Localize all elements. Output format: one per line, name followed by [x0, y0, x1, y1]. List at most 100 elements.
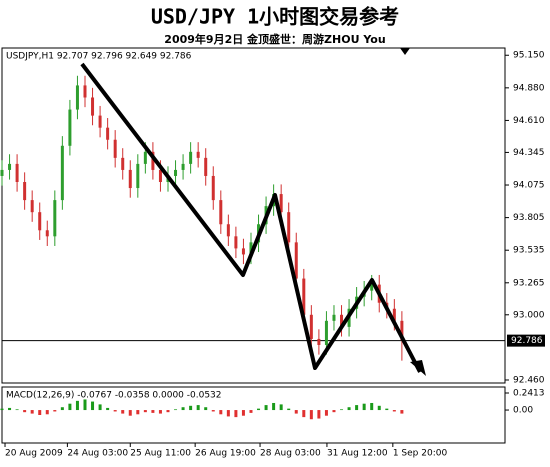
candle-body: [121, 157, 125, 170]
macd-bar: [45, 410, 49, 415]
candle-body: [302, 278, 306, 315]
y-tick-label: 0.00: [513, 406, 533, 416]
candle-body: [53, 200, 57, 237]
y-tick-label: 94.345: [513, 148, 545, 158]
macd-bar: [68, 403, 72, 411]
y-tick-label: 93.265: [513, 278, 545, 288]
candle-body: [219, 200, 223, 225]
candle-body: [15, 163, 19, 182]
macd-bar: [204, 407, 208, 411]
macd-bar: [174, 409, 178, 411]
macd-bar: [219, 410, 223, 415]
candle-body: [151, 151, 155, 170]
candle-body: [30, 200, 34, 213]
arrow-head: [410, 360, 426, 376]
macd-bar: [143, 410, 147, 413]
macd-label: MACD(12,26,9) -0.0767 -0.0358 0.0000 -0.…: [6, 391, 222, 401]
current-price-label: 92.786: [511, 336, 543, 346]
trend-annotation: [80, 62, 422, 373]
y-tick-label: 93.000: [513, 310, 545, 320]
macd-bar: [287, 408, 291, 411]
macd-bar: [91, 401, 95, 411]
y-tick-label: 92.460: [513, 375, 545, 385]
macd-bar: [128, 410, 132, 416]
macd-bar: [317, 410, 321, 419]
candle-body: [249, 242, 253, 255]
candle-body: [392, 308, 396, 321]
price-panel: [1, 47, 506, 384]
candle-body: [181, 163, 185, 170]
candle-body: [370, 284, 374, 291]
x-tick-label: 1 Sep 20:00: [393, 449, 448, 459]
macd-bar: [23, 410, 27, 413]
candle-body: [332, 314, 336, 321]
macd-bar: [113, 410, 117, 412]
candle-body: [279, 194, 283, 213]
candle-body: [196, 151, 200, 158]
macd-bar: [136, 410, 140, 415]
macd-bar: [241, 410, 245, 416]
macd-bar: [226, 410, 230, 417]
candle-body: [45, 230, 49, 237]
candle-body: [143, 151, 147, 164]
y-tick-label: 93.805: [513, 213, 545, 223]
macd-bar: [309, 410, 313, 420]
candle-body: [98, 115, 102, 128]
macd-bar: [98, 404, 102, 411]
macd-bar: [181, 407, 185, 411]
candle-body: [211, 175, 215, 201]
macd-bar: [15, 409, 19, 411]
macd-bar: [196, 405, 200, 411]
macd-bar: [83, 399, 87, 411]
symbol-header: USDJPY,H1 92.707 92.796 92.649 92.786: [6, 52, 192, 62]
macd-bar: [362, 403, 366, 411]
x-tick-label: 20 Aug 2009: [5, 449, 63, 459]
y-tick-label: 94.610: [513, 116, 545, 126]
x-tick-label: 25 Aug 11:00: [130, 449, 191, 459]
chart-title: USD/JPY 1小时图交易参考: [151, 5, 399, 29]
candle-body: [0, 169, 4, 176]
candle-body: [287, 212, 291, 243]
macd-bar: [400, 410, 404, 414]
macd-bar: [38, 410, 42, 415]
macd-bar: [106, 407, 110, 411]
shift-marker: [400, 48, 410, 55]
candle-body: [23, 182, 27, 201]
macd-bar: [158, 410, 162, 414]
macd-bar: [8, 407, 12, 411]
candle-body: [8, 163, 12, 170]
x-tick-label: 31 Aug 12:00: [327, 449, 388, 459]
macd-bar: [257, 408, 261, 411]
macd-bar: [234, 410, 238, 418]
candle-body: [226, 224, 230, 237]
macd-bar: [332, 410, 336, 413]
macd-bar: [211, 410, 215, 412]
candle-body: [234, 236, 238, 249]
macd-bar: [377, 405, 381, 411]
macd-bar: [53, 410, 57, 412]
candle-body: [174, 169, 178, 176]
chart-subtitle: 2009年9月2日 金顶盛世：周游ZHOU You: [164, 32, 385, 46]
candle-body: [106, 127, 110, 140]
candle-body: [60, 145, 64, 201]
candle-body: [294, 242, 298, 279]
candle-body: [38, 212, 42, 231]
macd-bar: [302, 410, 306, 418]
macd-bar: [340, 409, 344, 411]
candle-body: [91, 97, 95, 116]
candle-body: [75, 85, 79, 110]
macd-bar: [370, 402, 374, 411]
macd-bar: [347, 407, 351, 411]
candle-body: [241, 248, 245, 255]
macd-bar: [355, 405, 359, 411]
candle-body: [400, 320, 404, 341]
candle-body: [204, 157, 208, 176]
macd-bar: [30, 410, 34, 414]
candle-body: [317, 338, 321, 345]
x-tick-label: 24 Aug 03:00: [67, 449, 128, 459]
macd-bar: [151, 410, 155, 413]
macd-bar: [264, 405, 268, 411]
x-tick-label: 28 Aug 03:00: [260, 449, 321, 459]
macd-bar: [392, 410, 396, 412]
